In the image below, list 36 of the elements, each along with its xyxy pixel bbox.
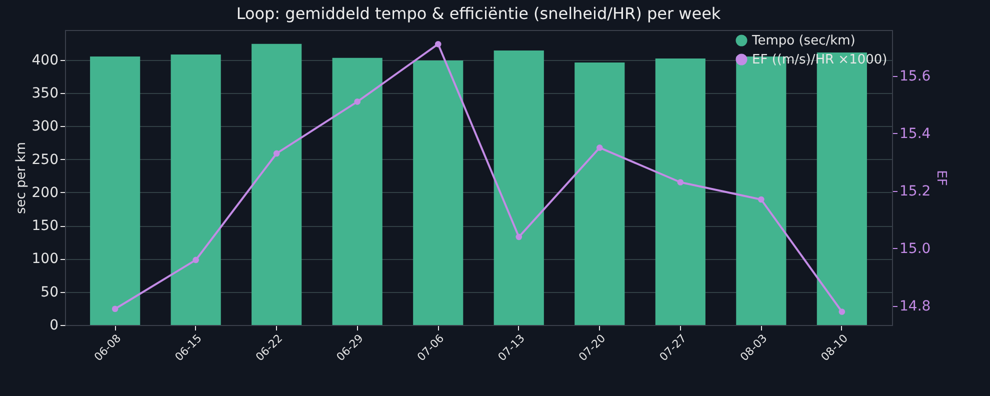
y-tick-label: 250 xyxy=(32,152,58,168)
legend-label: Tempo (sec/km) xyxy=(751,34,856,48)
point xyxy=(516,234,522,240)
y-tick-label: 100 xyxy=(32,251,58,268)
bar xyxy=(655,58,706,325)
y-axis-title: sec per km xyxy=(14,142,29,214)
bar xyxy=(90,56,140,325)
point xyxy=(758,196,764,203)
y2-tick-label: 15.0 xyxy=(900,240,931,257)
y2-tick-label: 15.6 xyxy=(900,68,931,84)
point xyxy=(596,144,603,151)
point xyxy=(434,40,442,48)
y-tick-label: 300 xyxy=(32,118,58,135)
point xyxy=(677,179,684,186)
point xyxy=(112,306,118,312)
y-tick-label: 0 xyxy=(50,318,58,334)
bar xyxy=(170,54,221,325)
point xyxy=(838,308,846,315)
y-tick-label: 150 xyxy=(32,218,58,234)
bar xyxy=(332,58,382,325)
bar xyxy=(252,44,302,325)
point xyxy=(273,150,280,157)
point xyxy=(354,98,361,105)
y2-tick-label: 15.4 xyxy=(900,126,931,142)
chart-title: Loop: gemiddeld tempo & efficiëntie (snelheid/HR) per week xyxy=(236,4,722,23)
bar xyxy=(574,62,625,325)
y-tick-label: 400 xyxy=(32,52,58,68)
y-tick-label: 200 xyxy=(32,184,58,201)
bar xyxy=(413,60,464,325)
y2-axis-title: EF xyxy=(934,170,949,186)
point xyxy=(192,256,199,264)
y-tick-label: 350 xyxy=(32,85,58,102)
y2-tick-label: 15.2 xyxy=(900,183,931,200)
y2-tick-label: 14.8 xyxy=(900,298,931,315)
y-tick-label: 50 xyxy=(40,284,58,300)
bar xyxy=(494,50,544,325)
